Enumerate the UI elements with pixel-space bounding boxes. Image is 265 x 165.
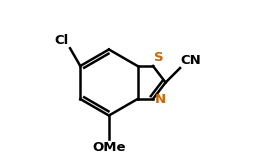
Text: OMe: OMe — [92, 141, 126, 154]
Text: Cl: Cl — [54, 34, 68, 48]
Text: CN: CN — [181, 54, 202, 67]
Text: N: N — [154, 93, 166, 106]
Text: S: S — [154, 51, 163, 64]
